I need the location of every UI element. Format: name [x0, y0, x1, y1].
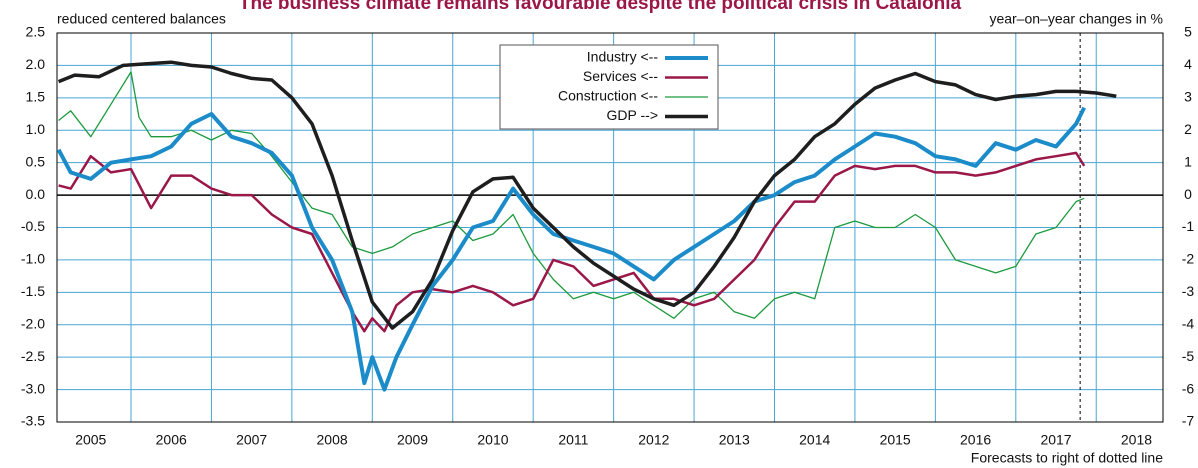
- y2-tick-label: -7: [1182, 413, 1195, 429]
- y-tick-label: 1.5: [26, 89, 46, 105]
- y2-tick-label: 4: [1184, 56, 1192, 72]
- annotation: Forecasts to right of dotted line: [971, 450, 1163, 466]
- chart-title: The business climate remains favourable …: [239, 0, 962, 14]
- y2-tick-label: -2: [1182, 251, 1195, 267]
- y2-tick-label: -5: [1182, 348, 1195, 364]
- x-tick-label: 2005: [75, 432, 106, 448]
- x-tick-label: 2006: [156, 432, 187, 448]
- y-tick-label: -0.5: [21, 218, 45, 234]
- legend-label: Construction <--: [558, 88, 658, 104]
- x-tick-label: 2016: [960, 432, 991, 448]
- y-tick-label: 1.0: [26, 121, 46, 137]
- x-tick-label: 2011: [558, 432, 588, 448]
- x-tick-label: 2010: [477, 432, 508, 448]
- y-tick-label: -2.0: [21, 315, 45, 331]
- x-tick-label: 2014: [799, 432, 830, 448]
- series-line: [58, 71, 1085, 319]
- x-tick-label: 2007: [236, 432, 267, 448]
- x-tick-label: 2009: [397, 432, 428, 448]
- x-tick-label: 2017: [1040, 432, 1071, 448]
- y-tick-label: -1.5: [21, 283, 45, 299]
- y2-tick-label: -1: [1182, 218, 1195, 234]
- plot-frame: [56, 32, 1164, 423]
- y2-tick-label: 3: [1184, 89, 1192, 105]
- y-tick-label: 2.5: [26, 24, 46, 40]
- y-axis-label: reduced centered balances: [57, 11, 226, 27]
- y2-tick-label: 5: [1184, 24, 1192, 40]
- y2-tick-label: 0: [1184, 186, 1192, 202]
- x-tick-label: 2012: [638, 432, 669, 448]
- x-tick-label: 2015: [880, 432, 911, 448]
- legend-label: Industry <--: [587, 49, 659, 65]
- x-tick-label: 2013: [719, 432, 750, 448]
- y2-axis-label: year–on–year changes in %: [989, 11, 1163, 27]
- y-tick-label: -2.5: [21, 348, 45, 364]
- y2-tick-label: 1: [1184, 153, 1192, 169]
- y-tick-label: 2.0: [26, 56, 46, 72]
- y2-tick-label: 2: [1184, 121, 1192, 137]
- y-tick-label: -1.0: [21, 251, 45, 267]
- y2-tick-label: -6: [1182, 380, 1195, 396]
- legend-label: GDP -->: [607, 107, 658, 123]
- x-tick-label: 2018: [1121, 432, 1152, 448]
- y2-tick-label: -4: [1182, 315, 1195, 331]
- y-tick-label: -3.5: [21, 413, 45, 429]
- y2-tick-label: -3: [1182, 283, 1195, 299]
- y-tick-label: 0.5: [26, 153, 46, 169]
- x-tick-label: 2008: [317, 432, 348, 448]
- y-tick-label: -3.0: [21, 380, 45, 396]
- series-line: [57, 60, 1117, 330]
- series-line: [58, 151, 1086, 333]
- y-tick-label: 0.0: [26, 186, 46, 202]
- legend-label: Services <--: [583, 68, 658, 84]
- series-line: [56, 106, 1086, 392]
